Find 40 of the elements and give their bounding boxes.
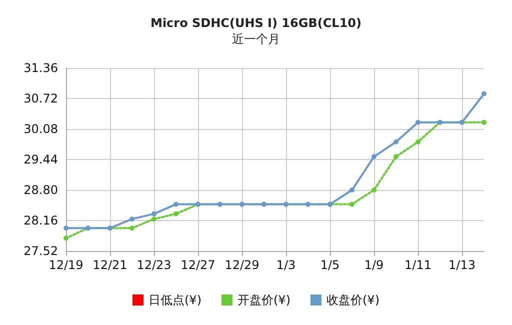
- x-tick-label: 1/5: [320, 258, 340, 272]
- x-tick-label: 12/19: [48, 258, 84, 272]
- point: [350, 202, 354, 207]
- x-tick-label: 1/13: [448, 258, 476, 272]
- point: [372, 154, 376, 160]
- point: [416, 139, 420, 144]
- legend-label: 日低点(¥): [148, 293, 202, 307]
- point: [174, 211, 178, 216]
- point: [130, 226, 134, 231]
- point: [482, 91, 486, 96]
- x-tick-label: 12/21: [92, 258, 128, 272]
- point: [482, 120, 486, 125]
- point: [152, 216, 156, 222]
- point: [394, 139, 398, 144]
- point: [152, 211, 156, 216]
- y-tick-label: 31.36: [24, 61, 58, 75]
- point: [64, 226, 68, 231]
- y-tick-label: 28.16: [24, 214, 58, 228]
- point: [64, 236, 68, 241]
- point: [350, 188, 354, 192]
- y-tick-label: 28.80: [24, 183, 58, 197]
- x-tick-label: 12/23: [136, 258, 172, 272]
- point: [416, 120, 420, 125]
- chart-subtitle: 近一个月: [232, 32, 280, 46]
- x-tick-label: 1/11: [404, 258, 432, 272]
- point: [372, 188, 376, 192]
- legend-label: 收盘价(¥): [326, 293, 380, 307]
- chart-title: Micro SDHC(UHS I) 16GB(CL10): [150, 16, 362, 30]
- y-tick-label: 27.52: [24, 244, 58, 258]
- x-tick-label: 1/3: [276, 258, 296, 272]
- point: [130, 216, 134, 222]
- legend-label: 开盘价(¥): [238, 293, 290, 307]
- y-tick-label: 29.44: [24, 152, 58, 166]
- x-tick-label: 12/27: [180, 258, 216, 272]
- x-tick-label: 1/9: [364, 258, 384, 272]
- y-tick-label: 30.72: [24, 92, 58, 106]
- y-tick-label: 30.08: [24, 122, 58, 136]
- point: [394, 154, 398, 160]
- x-tick-label: 12/29: [224, 258, 260, 272]
- point: [174, 202, 178, 207]
